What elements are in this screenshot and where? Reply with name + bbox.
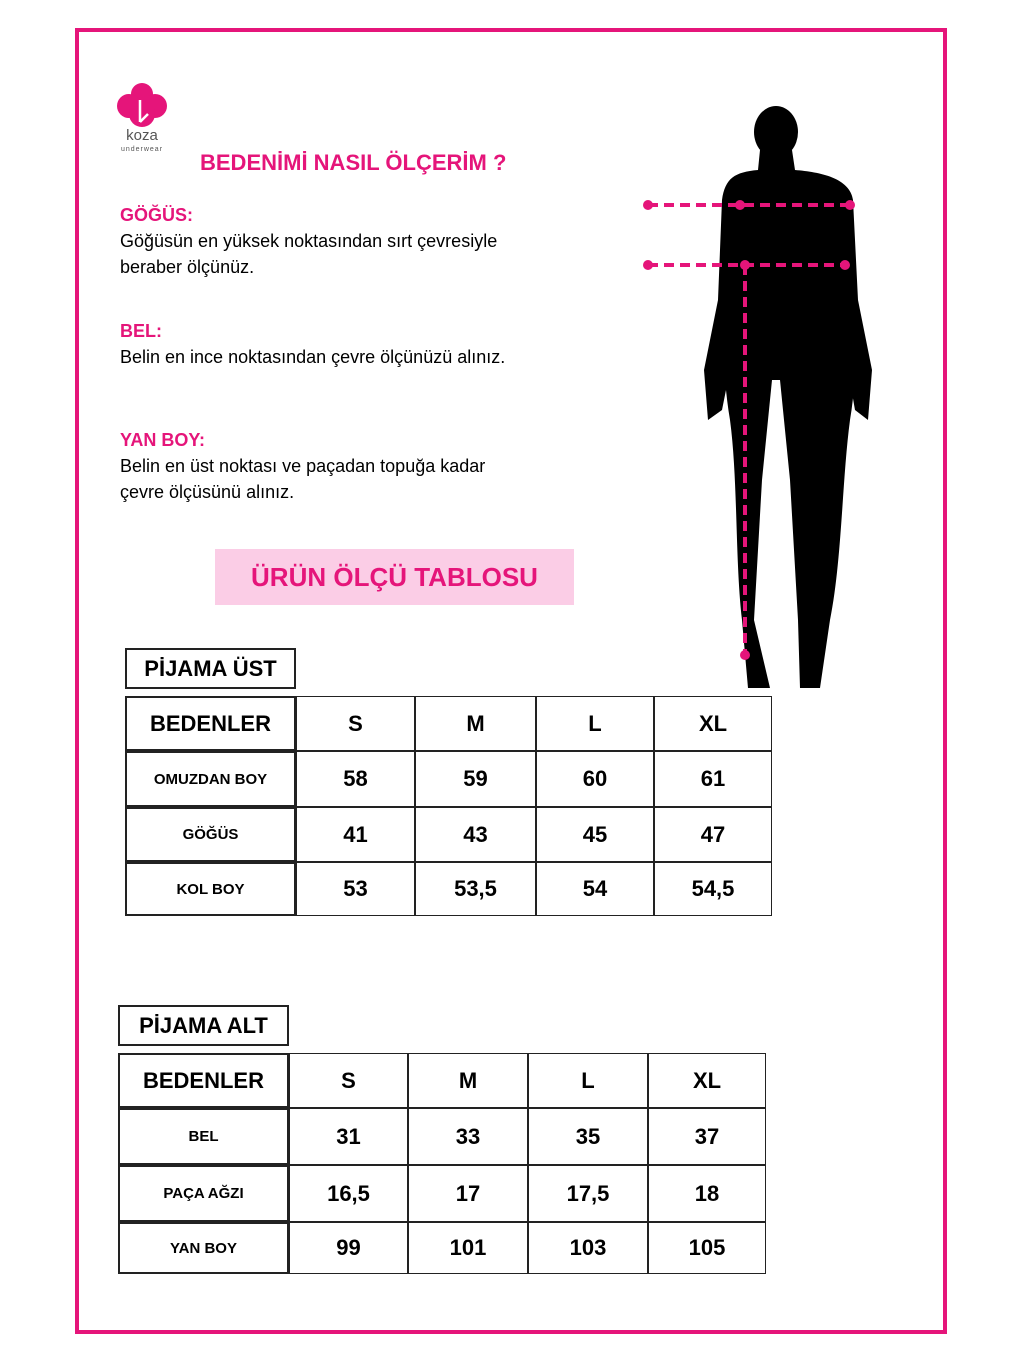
table-cell: BEL [118, 1108, 289, 1165]
logo-brand: koza [126, 127, 158, 144]
table-cell: 17,5 [528, 1165, 648, 1222]
table-cell: PAÇA AĞZI [118, 1165, 289, 1222]
table-header-cell: M [415, 696, 536, 751]
body-figure [643, 106, 872, 688]
logo-icon: koza underwear [117, 83, 167, 153]
table-header-cell: BEDENLER [118, 1053, 289, 1108]
table-cell: 58 [296, 751, 415, 807]
section-heading: GÖĞÜS: [120, 205, 194, 225]
table-cell: 54,5 [654, 862, 772, 916]
table-cell: 53,5 [415, 862, 536, 916]
table-cell: 17 [408, 1165, 528, 1222]
section: YAN BOY: Belin en üst noktası ve paçadan … [120, 427, 485, 505]
table-cell: 18 [648, 1165, 766, 1222]
table-header-cell: BEDENLER [125, 696, 296, 751]
section: GÖĞÜS: Göğüsün en yüksek noktasından sırt… [120, 202, 497, 280]
table-cell: 47 [654, 807, 772, 862]
table-cell: KOL BOY [125, 862, 296, 916]
table-cell: 16,5 [289, 1165, 408, 1222]
section-text: beraber ölçünüz. [120, 257, 255, 277]
table-cell: 61 [654, 751, 772, 807]
table-cell: GÖĞÜS [125, 807, 296, 862]
logo-tagline: underwear [121, 146, 163, 153]
table-cell: 41 [296, 807, 415, 862]
table-header-cell: M [408, 1053, 528, 1108]
banner: ÜRÜN ÖLÇÜ TABLOSU [215, 549, 574, 605]
table-header-cell: S [289, 1053, 408, 1108]
table-header-cell: XL [654, 696, 772, 751]
table-cell: 45 [536, 807, 654, 862]
table-cell: 43 [415, 807, 536, 862]
table-title: PİJAMA ÜST [125, 648, 296, 689]
table-cell: 105 [648, 1222, 766, 1274]
section-heading: BEL: [120, 321, 162, 341]
table-cell: YAN BOY [118, 1222, 289, 1274]
table-header-cell: L [536, 696, 654, 751]
table-cell: 99 [289, 1222, 408, 1274]
table-header-cell: L [528, 1053, 648, 1108]
table-cell: OMUZDAN BOY [125, 751, 296, 807]
table-cell: 103 [528, 1222, 648, 1274]
page-frame [75, 28, 947, 1334]
table-cell: 53 [296, 862, 415, 916]
table-cell: 37 [648, 1108, 766, 1165]
table-header-cell: XL [648, 1053, 766, 1108]
table-cell: 35 [528, 1108, 648, 1165]
section-text: Belin en üst noktası ve paçadan topuğa k… [120, 456, 486, 476]
section: BEL: Belin en ince noktasından çevre ölçü… [120, 318, 505, 370]
page-title: BEDENİMİ NASIL ÖLÇERİM ? [200, 150, 507, 175]
table-cell: 101 [408, 1222, 528, 1274]
table-cell: 60 [536, 751, 654, 807]
table-cell: 54 [536, 862, 654, 916]
section-text: Göğüsün en yüksek noktasından sırt çevre… [120, 231, 498, 251]
table-title: PİJAMA ALT [118, 1005, 289, 1046]
section-text: çevre ölçüsünü alınız. [120, 482, 295, 502]
section-text: Belin en ince noktasından çevre ölçünüzü… [120, 347, 506, 367]
table-header-cell: S [296, 696, 415, 751]
table-cell: 33 [408, 1108, 528, 1165]
section-heading: YAN BOY: [120, 430, 206, 450]
table-cell: 59 [415, 751, 536, 807]
table-cell: 31 [289, 1108, 408, 1165]
